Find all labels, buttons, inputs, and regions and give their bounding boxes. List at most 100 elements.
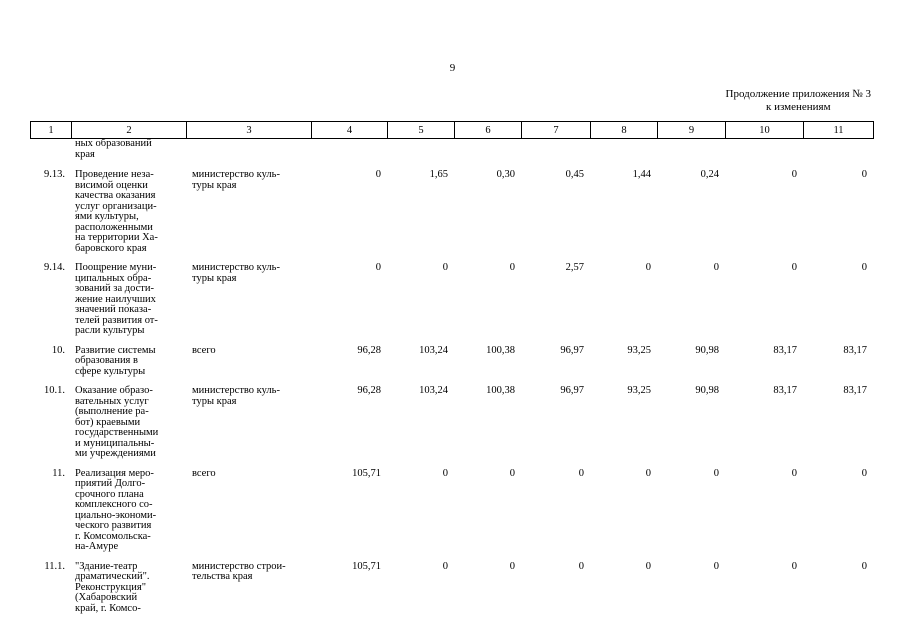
table-body: ных образований края 9.13. Проведение неза… [30,138,873,624]
row-value: 83,17 [843,344,867,356]
row-value: 103,24 [419,344,448,356]
header-cell: 6 [454,121,522,139]
row-value: 0 [509,560,515,572]
row-executor: министерство куль- туры края [192,169,280,191]
header-cell: 4 [311,121,388,139]
row-value: 83,17 [843,385,867,396]
row-value: 0 [713,467,719,479]
row-executor: всего [192,344,216,356]
row-value: 0 [442,560,448,572]
row-value: 2,57 [565,262,584,273]
header-cell: 3 [186,121,312,139]
row-value: 0 [578,467,584,479]
row-value: 100,38 [486,385,515,396]
row-value [803,139,873,170]
table-row: 11. Реализация меро- приятий Долго- срочн… [30,467,873,562]
row-value: 0 [375,169,381,180]
row-executor: министерство строи- тельства края [192,560,286,582]
header-cell: 11 [803,121,874,139]
row-value: 0 [645,560,651,572]
row-name: Проведение неза- висимой оценки качества… [75,169,158,254]
table-row: 9.13. Проведение неза- висимой оценки кач… [30,169,873,263]
row-value: 0 [442,467,448,479]
row-code: 11.1. [44,560,65,572]
row-executor: министерство куль- туры края [192,262,280,284]
row-value: 83,17 [773,344,797,356]
row-value: 90,98 [695,385,719,396]
row-name: Оказание образо- вательных услуг (выполн… [75,385,159,459]
row-name: ных образований края [75,138,152,160]
header-cell: 2 [71,121,187,139]
row-value: 105,71 [352,467,381,479]
row-value: 103,24 [419,385,448,396]
table-row: 10. Развитие системы образования в сфере … [30,344,873,387]
appendix-line-2: к изменениям [765,101,831,113]
table-row: ных образований края [30,138,873,170]
row-code: 10.1. [44,385,65,396]
row-value: 0 [861,467,867,479]
row-value [521,139,590,170]
row-value: 0 [791,262,797,273]
row-value [311,139,387,170]
row-value [454,139,521,170]
row-value: 0,30 [496,169,515,180]
header-cell: 1 [30,121,72,139]
table-row: 10.1. Оказание образо- вательных услуг (в… [30,385,873,469]
appendix-line-1: Продолжение приложения № 3 [725,88,871,100]
row-code [30,139,71,170]
row-value [657,139,725,170]
row-value: 0 [645,467,651,479]
row-value: 93,25 [627,385,651,396]
row-code: 11. [52,467,65,479]
header-cell: 10 [725,121,804,139]
row-value [387,139,454,170]
row-value: 0 [791,169,797,180]
row-value: 0,45 [565,169,584,180]
row-value: 0,24 [700,169,719,180]
row-value: 93,25 [627,344,651,356]
row-value: 0 [791,560,797,572]
row-value: 1,44 [632,169,651,180]
funding-table: ных образований края 9.13. Проведение неза… [30,138,873,624]
row-value: 0 [578,560,584,572]
row-code: 9.14. [44,262,65,273]
row-name: Поощрение муни- ципальных обра- зований … [75,262,158,336]
row-value: 0 [861,169,867,180]
row-value: 0 [509,467,515,479]
row-name: Развитие системы образования в сфере кул… [75,344,156,377]
row-executor: министерство куль- туры края [192,385,280,407]
table-row: 9.14. Поощрение муни- ципальных обра- зов… [30,262,873,346]
row-name: "Здание-театр драматический". Реконструк… [75,560,150,614]
page-number: 9 [449,62,456,74]
header-cell: 5 [387,121,455,139]
row-value: 0 [861,560,867,572]
row-value: 0 [509,262,515,273]
row-value: 0 [375,262,381,273]
header-cell: 7 [521,121,591,139]
row-executor: всего [192,467,216,479]
row-value: 105,71 [352,560,381,572]
row-value: 0 [645,262,651,273]
row-value: 96,28 [357,385,381,396]
row-value: 0 [861,262,867,273]
appendix-caption: Продолжение приложения № 3 к изменениям [726,88,871,114]
row-value: 100,38 [486,344,515,356]
row-value: 96,97 [560,385,584,396]
row-value: 96,28 [357,344,381,356]
row-name: Реализация меро- приятий Долго- срочного… [75,467,157,552]
row-value: 0 [713,262,719,273]
row-executor [186,139,311,170]
header-cell: 8 [590,121,658,139]
row-value: 0 [713,560,719,572]
header-cell: 9 [657,121,726,139]
row-code: 9.13. [44,169,65,180]
row-code: 10. [51,344,65,356]
row-value: 90,98 [695,344,719,356]
row-value: 1,65 [429,169,448,180]
row-value: 83,17 [773,385,797,396]
row-value: 0 [442,262,448,273]
column-number-header: 1 2 3 4 5 6 7 8 9 10 11 [30,121,874,139]
table-row: 11.1. "Здание-театр драматический". Рекон… [30,560,873,624]
row-value [725,139,803,170]
row-value: 96,97 [560,344,584,356]
